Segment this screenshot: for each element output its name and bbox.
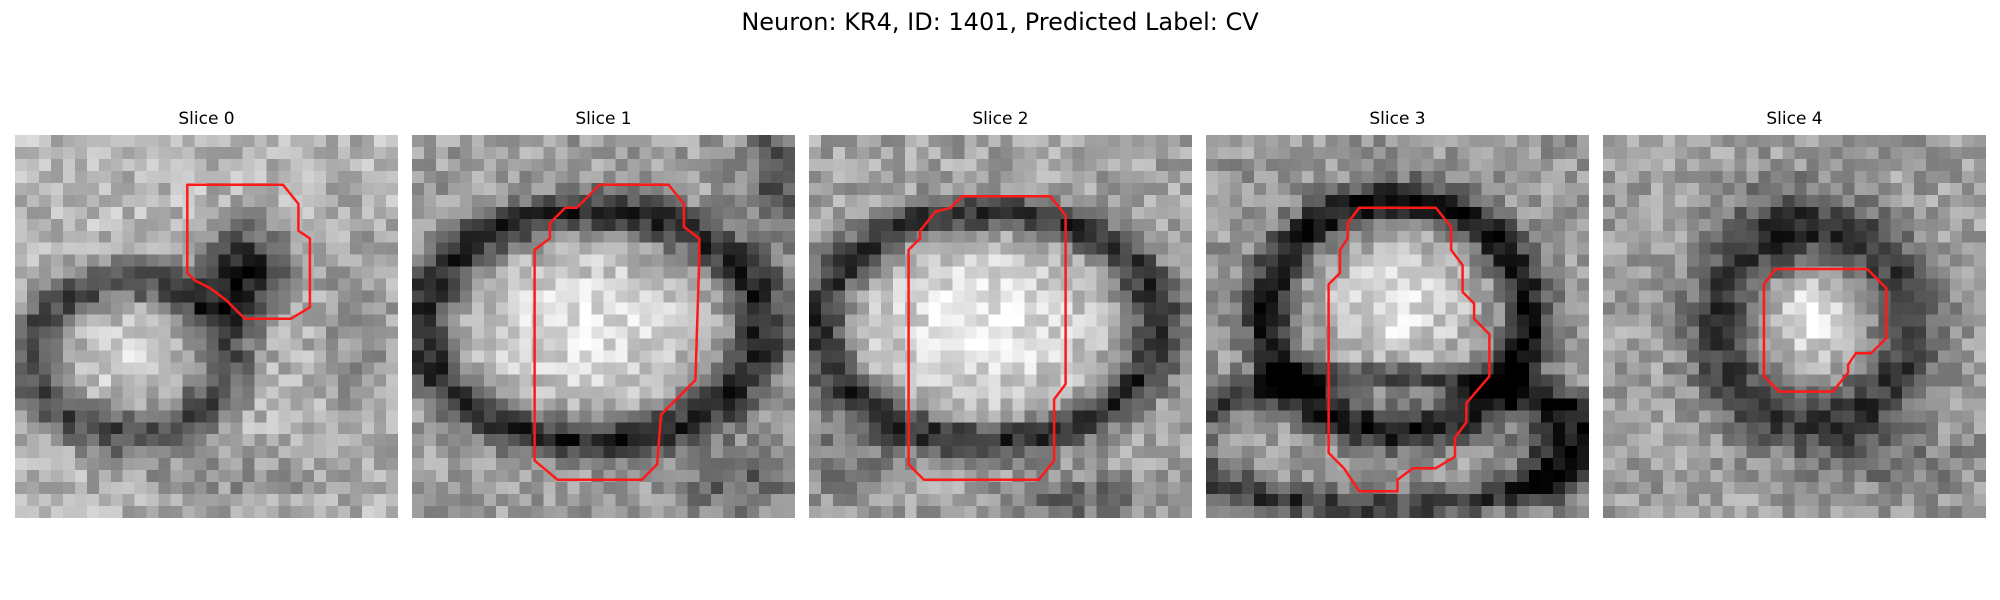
slice-panel-2: Slice 2 bbox=[809, 108, 1192, 520]
slice-image-1 bbox=[412, 135, 795, 518]
slice-title-1: Slice 1 bbox=[575, 109, 632, 129]
slice-title-0: Slice 0 bbox=[178, 109, 235, 129]
slice-title-2: Slice 2 bbox=[972, 109, 1029, 129]
slice-image-3 bbox=[1206, 135, 1589, 518]
slice-title-3: Slice 3 bbox=[1369, 109, 1426, 129]
slice-panel-3: Slice 3 bbox=[1206, 108, 1589, 520]
slice-panel-4: Slice 4 bbox=[1603, 108, 1986, 520]
slice-image-4 bbox=[1603, 135, 1986, 518]
slice-image-2 bbox=[809, 135, 1192, 518]
slice-panel-0: Slice 0 bbox=[15, 108, 398, 520]
slice-panel-1: Slice 1 bbox=[412, 108, 795, 520]
slice-title-4: Slice 4 bbox=[1766, 109, 1823, 129]
slice-image-0 bbox=[15, 135, 398, 518]
figure-title: Neuron: KR4, ID: 1401, Predicted Label: … bbox=[741, 8, 1259, 36]
